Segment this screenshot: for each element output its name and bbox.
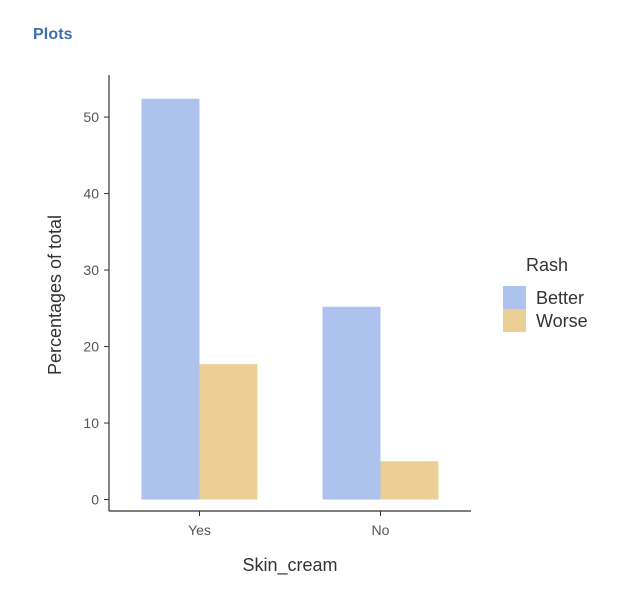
y-tick-label: 10 [83, 415, 99, 431]
legend: Rash Better Worse [503, 255, 588, 332]
legend-key-worse [503, 309, 526, 332]
legend-title: Rash [526, 255, 568, 275]
bars-layer [141, 98, 439, 500]
y-tick-label: 50 [83, 109, 99, 125]
page-title: Plots [33, 26, 73, 43]
y-axis-title: Percentages of total [45, 215, 65, 375]
bar-yes-better [141, 98, 200, 500]
y-tick-label: 30 [83, 262, 99, 278]
y-tick-label: 40 [83, 186, 99, 202]
axes-layer: Yes No 0 10 20 30 40 50 [83, 75, 471, 538]
legend-label-better: Better [536, 288, 584, 308]
bar-yes-worse [199, 364, 258, 500]
y-tick-label: 0 [91, 492, 99, 508]
legend-key-better [503, 286, 526, 309]
y-tick-label: 20 [83, 339, 99, 355]
bar-no-better [322, 306, 381, 500]
x-tick-label: No [372, 522, 390, 538]
bar-no-worse [380, 461, 439, 500]
x-axis-title: Skin_cream [242, 555, 337, 576]
x-tick-label: Yes [188, 522, 211, 538]
legend-label-worse: Worse [536, 311, 588, 331]
